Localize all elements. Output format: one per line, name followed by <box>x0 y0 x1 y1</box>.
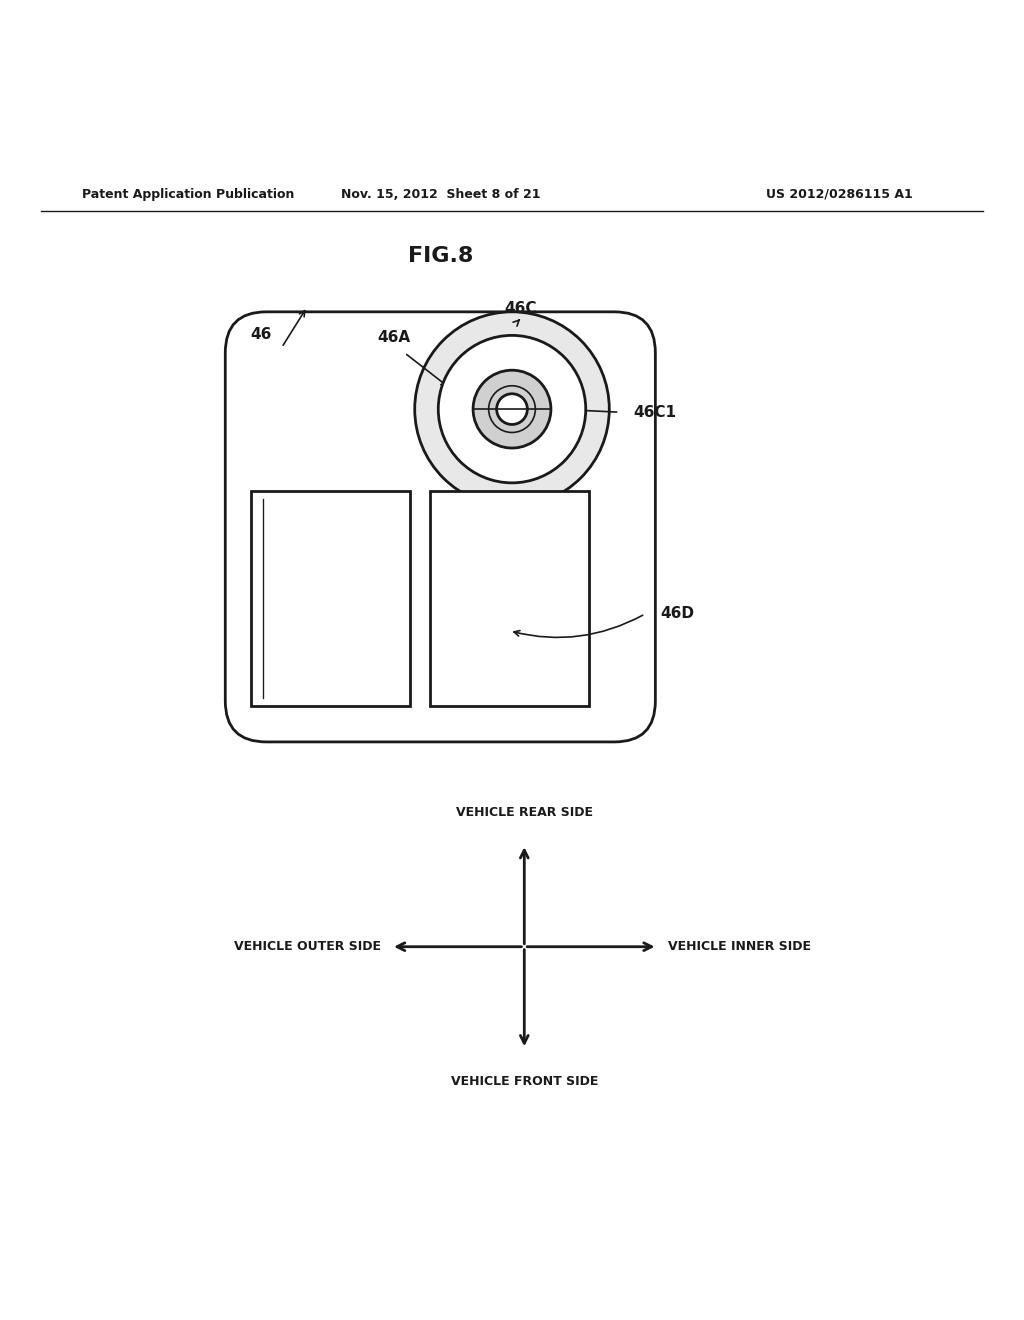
Circle shape <box>438 335 586 483</box>
Text: 46A: 46A <box>378 330 411 345</box>
Text: FIG.8: FIG.8 <box>408 246 473 265</box>
Circle shape <box>497 393 527 425</box>
Text: VEHICLE REAR SIDE: VEHICLE REAR SIDE <box>456 805 593 818</box>
Text: 46C1: 46C1 <box>633 405 676 420</box>
Bar <box>251 491 410 706</box>
Text: 46: 46 <box>251 327 271 342</box>
Text: 46D: 46D <box>660 606 694 622</box>
Text: 46C: 46C <box>504 301 537 315</box>
Text: US 2012/0286115 A1: US 2012/0286115 A1 <box>766 187 913 201</box>
Circle shape <box>473 370 551 447</box>
Bar <box>430 491 589 706</box>
FancyBboxPatch shape <box>225 312 655 742</box>
Text: VEHICLE OUTER SIDE: VEHICLE OUTER SIDE <box>233 940 381 953</box>
Text: VEHICLE FRONT SIDE: VEHICLE FRONT SIDE <box>451 1074 598 1088</box>
Text: Patent Application Publication: Patent Application Publication <box>82 187 294 201</box>
Text: VEHICLE INNER SIDE: VEHICLE INNER SIDE <box>668 940 811 953</box>
Circle shape <box>415 312 609 507</box>
Text: Nov. 15, 2012  Sheet 8 of 21: Nov. 15, 2012 Sheet 8 of 21 <box>341 187 540 201</box>
